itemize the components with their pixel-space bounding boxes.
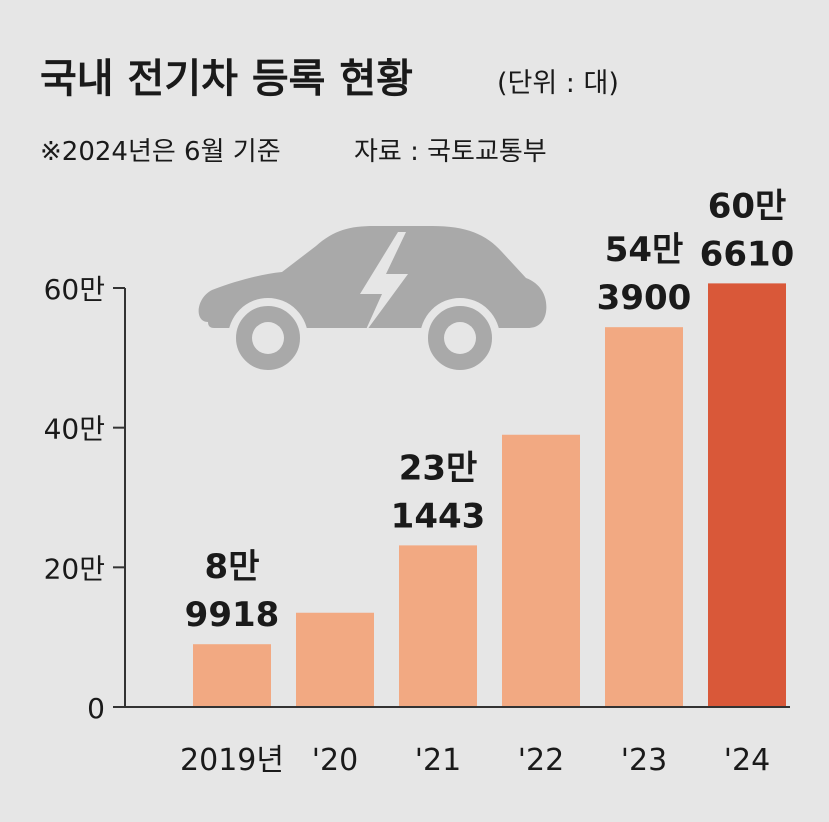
y-axis: 0 20만 40만 60만 (44, 273, 126, 725)
value-labels: 8만 9918 23만 1443 54만 3900 60만 6610 (185, 186, 795, 635)
bars (193, 283, 786, 707)
y-tick-label: 40만 (44, 413, 105, 446)
x-tick-label: '21 (415, 743, 461, 778)
chart-title: 국내 전기차 등록 현황 (40, 56, 413, 102)
y-tick-label: 20만 (44, 552, 105, 585)
bar-value-label-top: 8만 (205, 547, 260, 587)
electric-car-icon (198, 226, 547, 378)
bar (296, 612, 374, 707)
chart-note: ※2024년은 6월 기준 (40, 137, 281, 167)
x-tick-label: '20 (312, 743, 358, 778)
lightning-bolt-icon (360, 232, 408, 334)
x-tick-label: '24 (724, 743, 770, 778)
bar-value-label-top: 54만 (605, 230, 684, 270)
bar (399, 545, 477, 707)
x-tick-label: '23 (621, 743, 667, 778)
bar (502, 434, 580, 707)
bar (708, 283, 786, 707)
bar (193, 644, 271, 707)
y-tick-label: 0 (87, 692, 105, 725)
bar-value-label-bottom: 3900 (597, 278, 692, 318)
y-tick-label: 60만 (44, 273, 105, 306)
x-tick-label: 2019년 (180, 743, 284, 778)
bar-value-label-bottom: 1443 (391, 496, 486, 536)
chart-source: 자료 : 국토교통부 (354, 137, 547, 167)
bar-value-label-top: 23만 (399, 448, 478, 488)
chart-unit: (단위 : 대) (497, 68, 619, 99)
bar-value-label-bottom: 9918 (185, 595, 280, 635)
x-axis: 2019년 '20 '21 '22 '23 '24 (125, 706, 790, 778)
bar-value-label-bottom: 6610 (700, 234, 795, 274)
bar-value-label-top: 60만 (708, 186, 787, 226)
bar (605, 327, 683, 707)
x-tick-label: '22 (518, 743, 564, 778)
